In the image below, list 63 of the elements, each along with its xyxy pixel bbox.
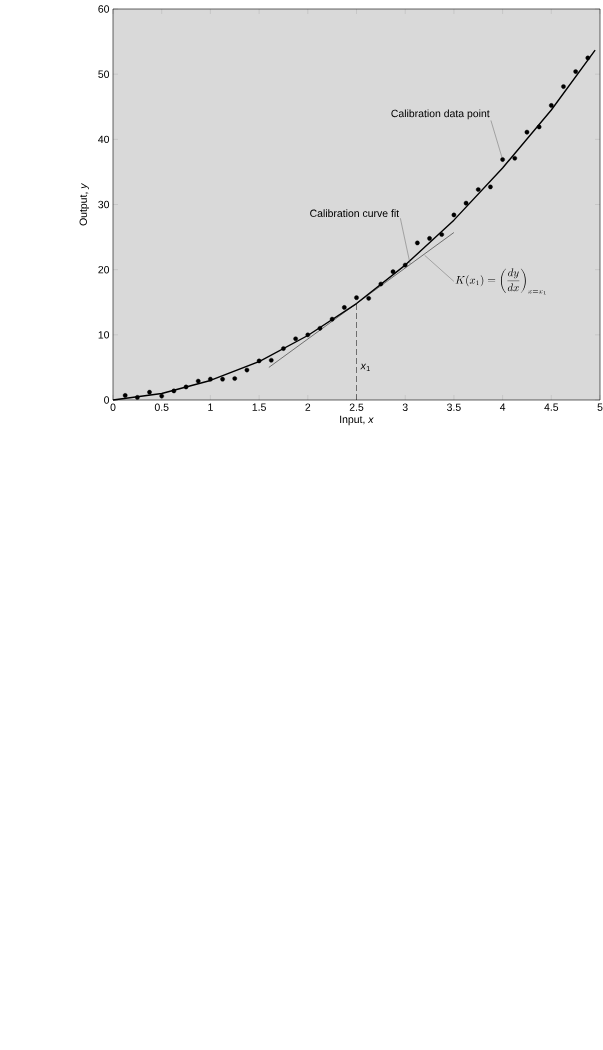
x-tick-label: 2 [305,403,311,411]
y-tick-label: 50 [98,70,110,78]
point [342,305,347,310]
point [147,389,152,395]
point [561,84,566,89]
point [268,357,274,363]
point [500,157,505,162]
point [293,336,298,342]
y-tick-label: 40 [98,135,110,144]
x-tick-label: 4.5 [544,403,559,411]
y-tick-label: 30 [98,200,110,209]
point [122,393,128,398]
point [549,103,554,108]
point [463,200,469,206]
point [183,384,189,390]
point [281,346,286,351]
x-tick-label: 2.5 [349,403,364,411]
x-tick-label: 1.5 [252,403,266,411]
point [366,296,371,301]
point [256,358,262,364]
x-tick-label: 3.5 [447,403,461,411]
point [390,269,396,274]
point [415,240,420,246]
point [427,236,432,241]
y-axis-title: Output, y [79,183,90,226]
point [512,155,518,161]
x-tick-label: 3 [402,403,408,411]
point [585,55,591,61]
y-tick-label: 60 [98,5,110,13]
x-axis-title: Input, x [340,415,374,426]
annotation: $K(x_1) = \left(\frac{dy}{dx}\right)_{x = x_1}$ [455,268,546,295]
point [524,129,530,135]
point [220,376,225,382]
annotation: Calibration data point [391,109,490,120]
point [171,388,177,394]
point [488,184,493,190]
y-tick-label: 0 [104,396,110,404]
point [159,393,164,399]
point [232,376,238,381]
point [402,262,408,268]
point [378,281,384,287]
point [208,376,213,382]
annotation: x$_{1}$ [360,363,370,371]
x-tick-label: 5 [597,403,603,411]
x-tick-label: 0 [110,403,116,411]
point [354,295,359,300]
point [329,316,335,322]
point [305,332,311,338]
point [536,124,542,130]
point [439,232,445,237]
point [451,212,457,218]
y-tick-label: 20 [98,265,110,274]
x-tick-label: 1 [208,403,213,411]
point [573,69,578,74]
point [244,367,250,373]
point [135,395,140,400]
x-tick-label: 4 [499,403,506,411]
x-tick-label: 0.5 [154,403,169,411]
point [475,187,481,192]
point [317,326,323,331]
y-tick-label: 10 [98,331,110,339]
annotation: Calibration curve fit [310,209,400,217]
point [195,378,201,384]
